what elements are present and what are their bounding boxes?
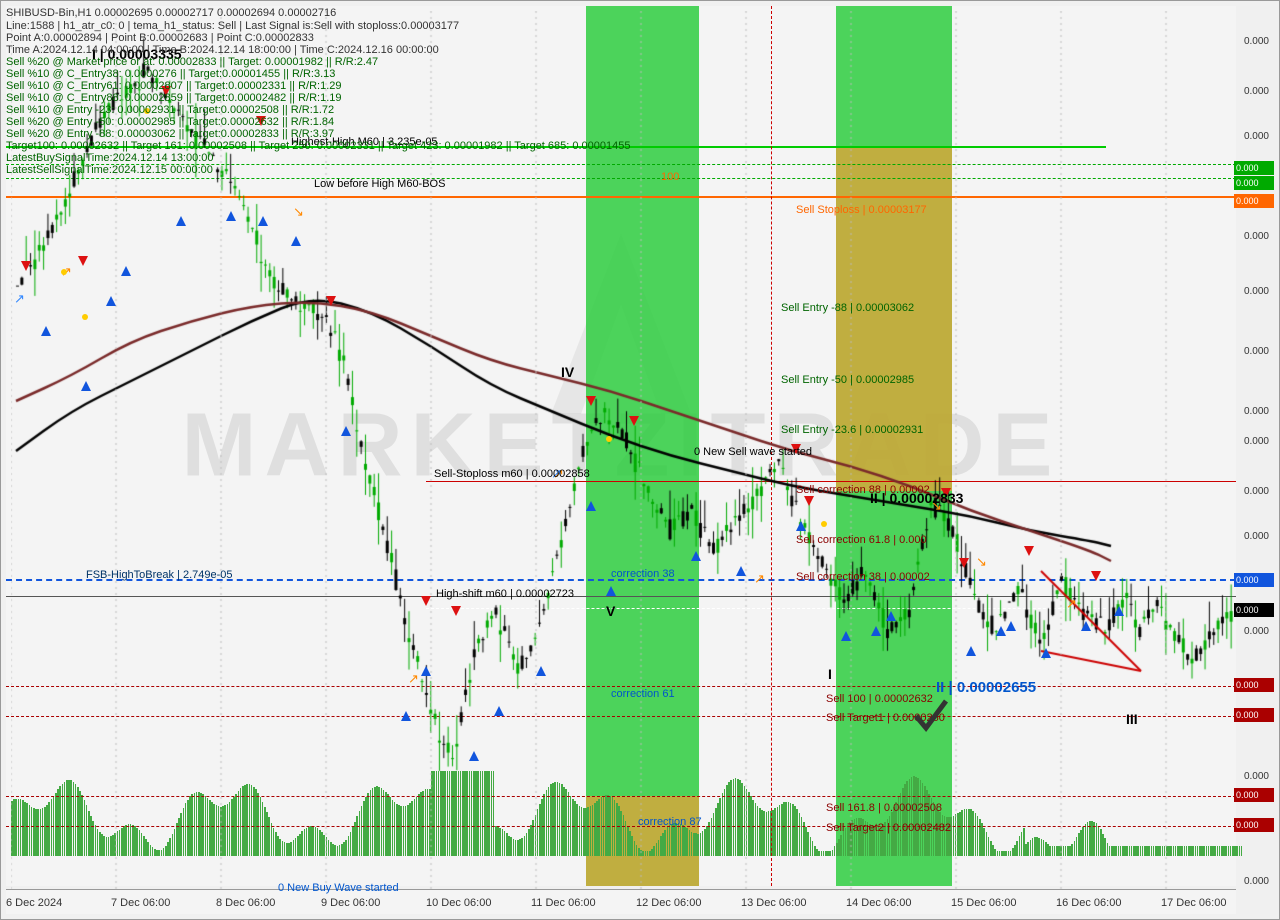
y-tick: 0.000 [1244, 876, 1269, 887]
x-axis: 6 Dec 2024 7 Dec 06:00 8 Dec 06:00 9 Dec 06… [6, 889, 1236, 914]
y-tick: 0.000 [1244, 36, 1269, 47]
x-tick: 10 Dec 06:00 [426, 897, 491, 909]
header-line: Sell %10 @ C_Entry61: 0.00002807 || Targ… [6, 80, 342, 92]
y-tick: 0.000 [1244, 346, 1269, 357]
header-line: Point A:0.00002894 | Point B:0.00002683 … [6, 32, 314, 44]
chart-label: Sell correction 38 | 0.00002 [796, 571, 930, 583]
header-line: Sell %10 @ Entry -23: 0.00002931 || Targ… [6, 104, 334, 116]
chart-label: 0 New Buy Wave started [278, 882, 399, 894]
wave-label: I [828, 666, 832, 682]
wave-label: II | 0.00002833 [870, 490, 963, 506]
price-box: 0.000 [1234, 708, 1274, 722]
chart-label: correction 87 [638, 816, 702, 828]
price-box: 0.000 [1234, 788, 1274, 802]
chart-label: 0 New Sell wave started [694, 446, 812, 458]
chart-label: correction 38 [611, 568, 675, 580]
wave-label: II | 0.00002655 [936, 679, 1036, 696]
header-line: Target100: 0.00002632 || Target 161: 0.0… [6, 140, 631, 152]
y-tick: 0.000 [1244, 231, 1269, 242]
header-line: Line:1588 | h1_atr_c0: 0 | tema_h1_statu… [6, 20, 459, 32]
price-box: 0.000 [1234, 818, 1274, 832]
wave-label: IV [561, 364, 574, 380]
x-tick: 14 Dec 06:00 [846, 897, 911, 909]
wave-label: III [1126, 711, 1138, 727]
chart-label: Sell-Stoploss m60 | 0.00002858 [434, 468, 590, 480]
header-line: Sell %10 @ C_Entry88: 0.00002859 || Targ… [6, 92, 342, 104]
y-tick: 0.000 [1244, 406, 1269, 417]
header-line: LatestBuySignalTime:2024.12.14 13:00:00 [6, 152, 214, 164]
x-tick: 17 Dec 06:00 [1161, 897, 1226, 909]
price-box: 0.000 [1234, 161, 1274, 175]
chart-label: Sell Entry -88 | 0.00003062 [781, 302, 914, 314]
chart-label: correction 61 [611, 688, 675, 700]
header-line: LatestSellSignalTime:2024.12.15 00:00:00 [6, 164, 213, 176]
x-tick: 15 Dec 06:00 [951, 897, 1016, 909]
chart-label: Low before High M60-BOS [314, 178, 445, 190]
x-tick: 6 Dec 2024 [6, 897, 62, 909]
header-line: Sell %20 @ Entry -50: 0.00002985 || Targ… [6, 116, 334, 128]
chart-label: Sell Entry -50 | 0.00002985 [781, 374, 914, 386]
wave-label: V [606, 603, 615, 619]
chart-label: Sell correction 61.8 | 0.000 [796, 534, 927, 546]
chart-label: 100 [661, 171, 679, 183]
y-tick: 0.000 [1244, 626, 1269, 637]
chart-label: Sell Entry -23.6 | 0.00002931 [781, 424, 923, 436]
chart-title: SHIBUSD-Bin,H1 0.00002695 0.00002717 0.0… [6, 7, 336, 19]
chart-label: High-shift m60 | 0.00002723 [436, 588, 574, 600]
y-tick: 0.000 [1244, 436, 1269, 447]
header-line: Time A:2024.12.14 04:00:00 | Time B:2024… [6, 44, 439, 56]
price-box: 0.000 [1234, 176, 1274, 190]
price-box: 0.000 [1234, 678, 1274, 692]
x-tick: 11 Dec 06:00 [531, 897, 596, 909]
chart-label: Sell Stoploss | 0.00003177 [796, 204, 927, 216]
price-box: 0.000 [1234, 194, 1274, 208]
x-tick: 12 Dec 06:00 [636, 897, 701, 909]
x-tick: 8 Dec 06:00 [216, 897, 275, 909]
price-box: 0.000 [1234, 573, 1274, 587]
x-tick: 9 Dec 06:00 [321, 897, 380, 909]
header-line: Sell %20 @ Market price or at: 0.0000283… [6, 56, 378, 68]
y-tick: 0.000 [1244, 486, 1269, 497]
chart-label: FSB-HighToBreak | 2.749e-05 [86, 569, 233, 581]
x-tick: 13 Dec 06:00 [741, 897, 806, 909]
price-box: 0.000 [1234, 603, 1274, 617]
header-line: Sell %10 @ C_Entry38: 0.0000276 || Targe… [6, 68, 335, 80]
y-tick: 0.000 [1244, 131, 1269, 142]
chart-label: Sell 161.8 | 0.00002508 [826, 802, 942, 814]
y-tick: 0.000 [1244, 531, 1269, 542]
y-tick: 0.000 [1244, 771, 1269, 782]
y-tick: 0.000 [1244, 286, 1269, 297]
x-tick: 16 Dec 06:00 [1056, 897, 1121, 909]
chart-label: Sell Target2 | 0.00002482 [826, 822, 951, 834]
y-tick: 0.000 [1244, 86, 1269, 97]
x-tick: 7 Dec 06:00 [111, 897, 170, 909]
header-line: Sell %20 @ Entry -88: 0.00003062 || Targ… [6, 128, 334, 140]
